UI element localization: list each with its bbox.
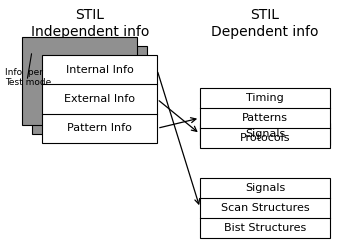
Text: Internal Info: Internal Info	[66, 65, 133, 75]
Bar	[200, 88, 330, 148]
Bar	[200, 123, 330, 145]
Text: Signals: Signals	[245, 183, 285, 193]
Text: STIL
Dependent info: STIL Dependent info	[211, 8, 319, 39]
Text: Pattern Info: Pattern Info	[67, 123, 132, 133]
Text: Bist Structures: Bist Structures	[224, 223, 306, 233]
Text: Info  per
Test mode: Info per Test mode	[5, 68, 51, 87]
Bar	[22, 37, 137, 125]
Text: Scan Structures: Scan Structures	[221, 203, 309, 213]
Bar	[200, 178, 330, 238]
Text: External Info: External Info	[64, 94, 135, 104]
Text: Timing: Timing	[246, 93, 284, 103]
Text: Protocols: Protocols	[240, 133, 290, 143]
Text: STIL
Independent info: STIL Independent info	[31, 8, 149, 39]
Bar	[32, 46, 147, 134]
Text: Patterns: Patterns	[242, 113, 288, 123]
Text: Signals: Signals	[245, 129, 285, 139]
Bar	[42, 55, 157, 143]
